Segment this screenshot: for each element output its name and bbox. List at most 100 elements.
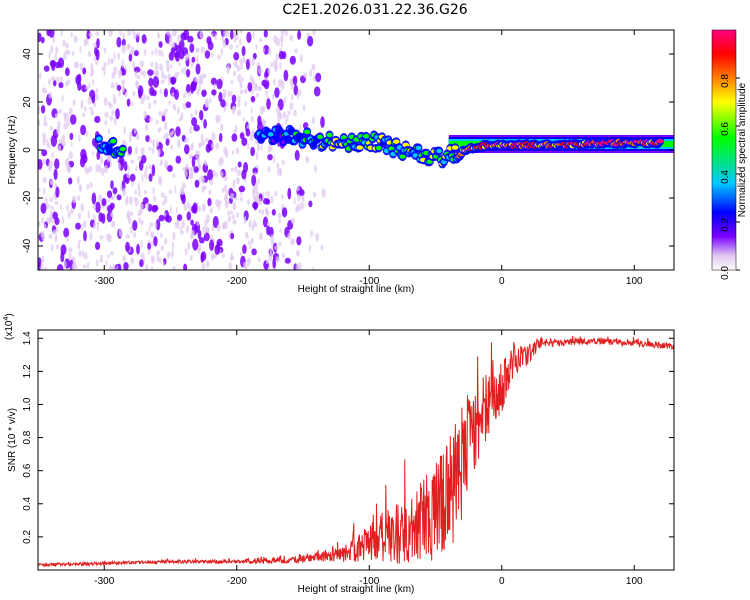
spectrogram-noise-speck <box>168 38 171 47</box>
spectrogram-noise-speck <box>111 110 115 116</box>
spectrogram-noise-speck <box>185 101 192 109</box>
spectrogram-noise-speck <box>83 106 87 112</box>
spectrogram-noise-speck <box>156 139 159 147</box>
spectrogram-noise-speck <box>43 114 47 124</box>
spectrogram-noise-speck <box>150 265 154 270</box>
spectrogram-noise-speck <box>250 95 256 103</box>
spectrogram-noise-speck <box>155 219 161 231</box>
spectrogram-noise-speck <box>188 167 192 172</box>
colorbar-tick-label: 0.4 <box>720 170 731 184</box>
spectrogram-noise-speck <box>299 54 303 63</box>
spectrogram-noise-speck <box>251 237 254 243</box>
spectrogram-noise-speck <box>293 84 299 96</box>
spectrogram-noise-speck <box>149 117 153 122</box>
spectrogram-noise-speck <box>190 219 194 226</box>
snr-x-tick-label: 0 <box>499 576 505 587</box>
spectrogram-noise-speck <box>147 249 151 255</box>
spectrogram-noise-speck <box>204 159 207 167</box>
spectrogram-noise-speck <box>105 203 108 212</box>
spectrogram-noise-speck <box>82 67 87 75</box>
spectrogram-noise-speck <box>220 123 224 132</box>
spectrogram-noise-speck <box>103 47 107 54</box>
spectrogram-noise-speck <box>75 222 81 230</box>
snr-y-tick-label: 1.2 <box>22 364 33 378</box>
spectrogram-noise-speck <box>174 185 177 194</box>
spectrogram-noise-speck <box>126 98 131 107</box>
spectrogram-noise-speck <box>140 97 145 105</box>
colorbar-ticks: 0.0 0.2 0.4 0.6 0.8 <box>720 74 740 280</box>
spectrogram-noise-speck <box>58 109 63 114</box>
spectrogram-noise-speck <box>118 162 121 171</box>
spectrogram-noise-speck <box>210 234 213 241</box>
spectrogram-noise-speck <box>159 63 163 72</box>
spectrogram-noise-speck <box>99 235 104 240</box>
spectrogram-noise-speck <box>184 247 188 256</box>
spectrogram-noise-speck <box>213 83 216 89</box>
spectrogram-noise-speck <box>61 216 65 225</box>
spectrogram-noise-speck <box>267 144 272 154</box>
spectrogram-noise-speck <box>284 257 291 264</box>
spectrogram-noise-speck <box>43 88 48 95</box>
spectrogram-noise-speck <box>136 31 141 37</box>
snr-frame <box>37 329 675 571</box>
spectrogram-noise-speck <box>87 261 90 269</box>
spectrogram-noise-speck <box>57 57 65 68</box>
spectrogram-noise-speck <box>68 251 72 261</box>
spectrogram-signal-core <box>393 139 400 144</box>
spectrogram-signal-core <box>451 145 459 150</box>
spectrogram-noise-speck <box>121 84 125 93</box>
spectrogram-noise-speck <box>198 74 203 83</box>
spectrogram-x-tick-label: -300 <box>94 276 114 287</box>
spectrogram-noise-speck <box>124 91 128 98</box>
spectrogram-noise-speck <box>313 86 321 97</box>
spectrogram-noise-speck <box>265 198 271 205</box>
spectrogram-noise-speck <box>75 74 81 86</box>
spectrogram-noise-speck <box>218 91 223 103</box>
spectrogram-noise-speck <box>244 264 248 270</box>
spectrogram-noise-speck <box>148 146 152 152</box>
spectrogram-signal-core <box>317 134 323 140</box>
spectrogram-noise-speck <box>122 32 125 41</box>
spectrogram-noise-speck <box>281 207 288 218</box>
colorbar-gradient <box>712 30 736 270</box>
spectrogram-noise-speck <box>105 258 108 268</box>
spectrogram-noise-speck <box>145 135 150 143</box>
spectrogram-noise-speck <box>92 151 95 156</box>
spectrogram-noise-speck <box>201 73 207 79</box>
spectrogram-noise-speck <box>41 216 44 224</box>
spectrogram-noise-speck <box>40 263 44 270</box>
spectrogram-noise-speck <box>95 93 99 101</box>
spectrogram-noise-speck <box>217 200 222 205</box>
spectrogram-noise-speck <box>172 173 176 178</box>
spectrogram-noise-speck <box>242 244 247 254</box>
spectrogram-noise-speck <box>266 98 271 110</box>
spectrogram-noise-speck <box>79 45 82 54</box>
spectrogram-noise-speck <box>230 232 235 240</box>
spectrogram-noise-speck <box>217 54 222 60</box>
spectrogram-noise-speck <box>137 85 144 97</box>
spectrogram-noise-speck <box>134 189 138 195</box>
spectrogram-noise-speck <box>289 102 294 111</box>
spectrogram-noise-speck <box>171 241 175 251</box>
spectrogram-noise-speck <box>92 204 97 210</box>
spectrogram-noise-speck <box>205 226 210 235</box>
spectrogram-noise-speck <box>151 241 154 248</box>
colorbar-label: Normalized spectral amplitude <box>737 82 748 217</box>
spectrogram-noise-speck <box>116 265 119 270</box>
spectrogram-noise-speck <box>310 230 314 238</box>
spectrogram-noise-speck <box>80 124 87 136</box>
spectrogram-noise-speck <box>41 149 48 157</box>
spectrogram-noise-speck <box>152 204 159 212</box>
spectrogram-noise-speck <box>217 114 221 124</box>
spectrogram-noise-speck <box>274 245 279 251</box>
spectrogram-noise-speck <box>204 137 209 143</box>
spectrogram-noise-speck <box>56 264 64 270</box>
spectrogram-noise-speck <box>305 158 310 164</box>
spectrogram-noise-speck <box>260 143 263 152</box>
spectrogram-noise-speck <box>200 176 205 184</box>
spectrogram-noise-speck <box>143 110 147 119</box>
spectrogram-noise-speck <box>284 30 288 37</box>
spectrogram-noise-speck <box>290 93 294 101</box>
spectrogram-noise-speck <box>93 102 97 108</box>
spectrogram-noise-speck <box>225 30 230 38</box>
